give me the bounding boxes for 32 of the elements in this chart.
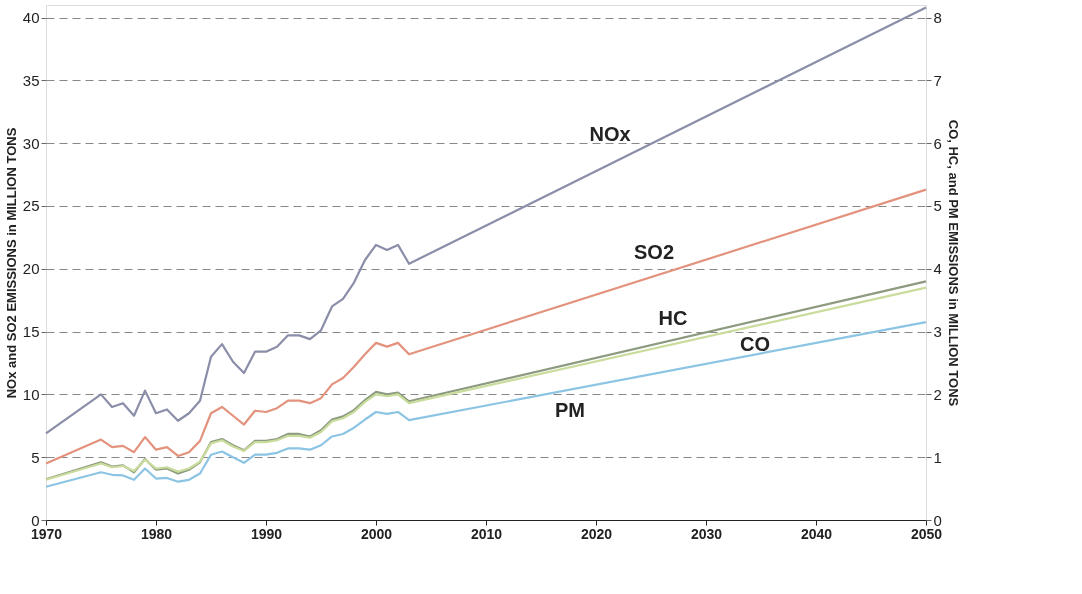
y-tick-label: 5 (31, 448, 40, 466)
line-series (44, 188, 928, 465)
y2-tick-label: 2 (933, 385, 942, 403)
x-tick-label: 2010 (470, 525, 503, 542)
line-series (44, 6, 928, 435)
y-tick-label: 35 (22, 71, 40, 89)
y-tick-label: 15 (22, 323, 40, 341)
series-label: SO2 (633, 240, 675, 263)
y2-tick-label: 1 (933, 448, 942, 466)
y2-tick-label: 8 (933, 9, 942, 27)
y-tick-label: 20 (22, 260, 40, 278)
y-tick-label: 10 (22, 385, 40, 403)
y2-tick-label: 6 (933, 134, 942, 152)
y2-tick-label: 5 (933, 197, 942, 215)
y2-tick-label: 3 (933, 323, 942, 341)
series-label: NOx (589, 123, 631, 146)
y2-tick-label: 7 (933, 71, 942, 89)
y2-tick-label: 4 (933, 260, 942, 278)
x-tick-label: 1980 (140, 525, 173, 542)
y-tick-label: 30 (22, 134, 40, 152)
x-tick-label: 2000 (360, 525, 393, 542)
y-axis-title: NOx and SO2 EMISSIONS in MILLION TONS (3, 127, 19, 399)
x-tick-label: 1990 (250, 525, 283, 542)
x-tick-label: 2020 (580, 525, 613, 542)
series-label: CO (740, 333, 770, 356)
x-tick-label: 2040 (800, 525, 833, 542)
y-tick-label: 25 (22, 197, 40, 215)
series-label: PM (555, 399, 585, 422)
series-label: HC (658, 306, 688, 329)
y-tick-label: 40 (22, 9, 40, 27)
y2-axis-title: CO, HC, and PM EMISSIONS in MILLION TONS (945, 119, 961, 407)
x-tick-label: 2030 (690, 525, 723, 542)
